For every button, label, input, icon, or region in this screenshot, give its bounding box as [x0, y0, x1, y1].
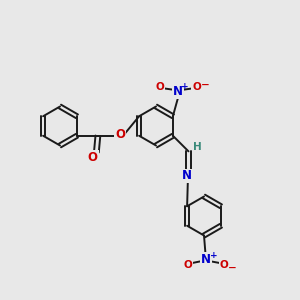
Text: N: N — [201, 253, 211, 266]
Text: O: O — [192, 82, 201, 92]
Text: N: N — [173, 85, 183, 98]
Text: O: O — [88, 151, 98, 164]
Text: O: O — [219, 260, 228, 270]
Text: N: N — [182, 169, 192, 182]
Text: O: O — [116, 128, 125, 141]
Text: −: − — [201, 80, 210, 90]
Text: +: + — [181, 82, 189, 91]
Text: O: O — [184, 260, 193, 270]
Text: H: H — [193, 142, 201, 152]
Text: O: O — [156, 82, 164, 92]
Text: −: − — [228, 263, 237, 273]
Text: +: + — [210, 251, 218, 260]
